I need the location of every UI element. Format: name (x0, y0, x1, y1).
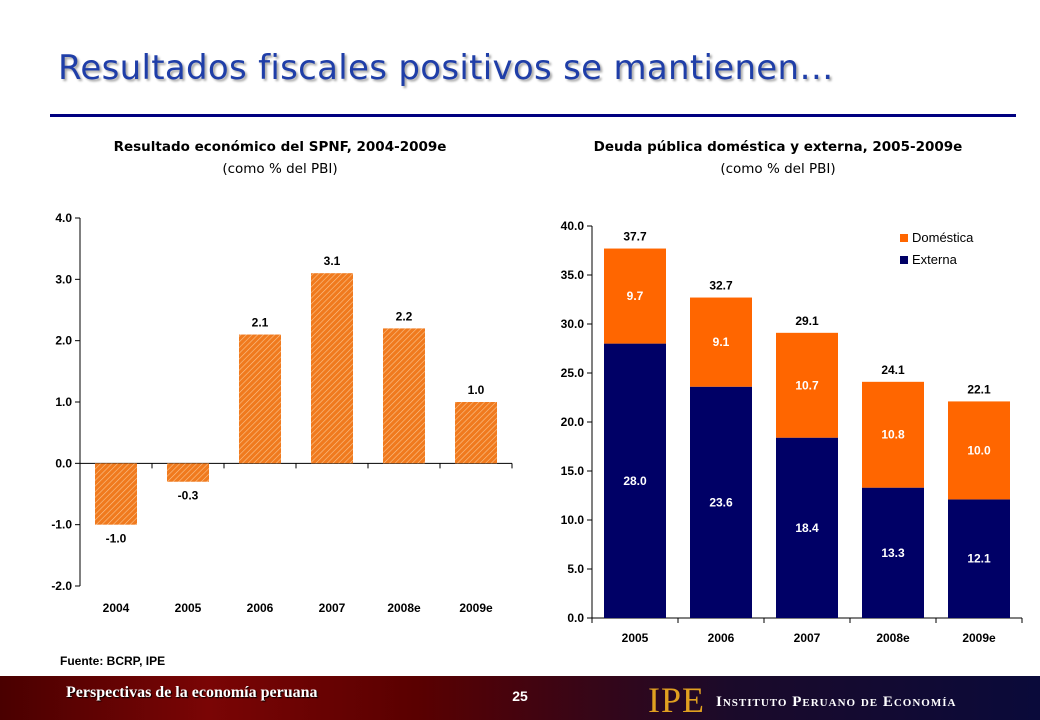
x-tick-label: 2006 (708, 631, 735, 645)
data-label-externa: 28.0 (623, 474, 647, 488)
x-tick-label: 2009e (459, 601, 493, 615)
y-tick-label: 10.0 (561, 513, 585, 527)
bar (455, 402, 497, 464)
legend-label: Externa (912, 252, 958, 267)
total-label: 37.7 (623, 230, 647, 244)
legend-swatch (900, 234, 908, 242)
right-chart-title: Deuda pública doméstica y externa, 2005-… (593, 139, 963, 155)
title-divider (50, 114, 1016, 117)
bar-externa (948, 499, 1010, 618)
bar-domestica (604, 248, 666, 344)
data-label-domestica: 10.0 (967, 443, 991, 457)
x-tick-label: 2005 (175, 601, 202, 615)
x-tick-label: 2007 (319, 601, 346, 615)
total-label: 32.7 (709, 279, 733, 293)
data-label: -1.0 (106, 532, 127, 546)
right-chart-heading: Deuda pública doméstica y externa, 2005-… (540, 136, 1016, 180)
left-chart-subtitle: (como % del PBI) (222, 161, 338, 177)
x-tick-label: 2008e (387, 601, 421, 615)
y-tick-label: 4.0 (55, 211, 72, 225)
x-tick-label: 2004 (103, 601, 130, 615)
bar-domestica (690, 297, 752, 387)
slide-title: Resultados fiscales positivos se mantien… (58, 48, 834, 88)
left-chart-heading: Resultado económico del SPNF, 2004-2009e… (60, 136, 500, 180)
bar (383, 328, 425, 464)
data-label-domestica: 9.7 (627, 289, 644, 303)
data-label-domestica: 9.1 (713, 335, 730, 349)
x-tick-label: 2005 (622, 631, 649, 645)
left-chart-title: Resultado económico del SPNF, 2004-2009e (113, 139, 447, 155)
legend-label: Doméstica (912, 230, 974, 245)
bar (95, 463, 137, 525)
organization-name: Instituto Peruano de Economía (716, 694, 957, 710)
x-tick-label: 2009e (962, 631, 996, 645)
bar-domestica (948, 401, 1010, 500)
data-label: -0.3 (178, 489, 199, 503)
fiscal-result-bar-chart: -2.0 -1.0 0.0 1.0 2.0 3.0 4.0 -1.0 2004 -0.3 2005 2… (51, 211, 513, 615)
x-tick-label: 2008e (876, 631, 910, 645)
bar-domestica (776, 332, 838, 438)
total-label: 22.1 (967, 382, 991, 396)
bar-externa (862, 487, 924, 618)
bar-externa (690, 386, 752, 618)
data-label: 2.2 (396, 309, 413, 323)
bar-externa (776, 437, 838, 618)
data-label: 1.0 (468, 383, 485, 397)
y-tick-label: 3.0 (55, 272, 72, 286)
data-label-externa: 13.3 (881, 546, 905, 560)
page-number: 25 (512, 688, 528, 704)
total-label: 29.1 (795, 314, 819, 328)
data-label: 2.1 (252, 316, 269, 330)
data-label-domestica: 10.7 (795, 378, 819, 392)
y-tick-label: 1.0 (55, 395, 72, 409)
footer-presentation-title: Perspectivas de la economía peruana (66, 684, 318, 701)
bar-domestica (862, 381, 924, 488)
data-label-externa: 12.1 (967, 552, 991, 566)
y-tick-label: -1.0 (51, 518, 72, 532)
y-tick-label: 30.0 (561, 317, 585, 331)
y-tick-label: 5.0 (567, 562, 584, 576)
y-tick-label: 0.0 (55, 456, 72, 470)
x-tick-label: 2007 (794, 631, 821, 645)
source-note: Fuente: BCRP, IPE (60, 654, 166, 668)
y-tick-label: 35.0 (561, 268, 585, 282)
right-chart-subtitle: (como % del PBI) (720, 161, 836, 177)
y-tick-label: 40.0 (561, 219, 585, 233)
footer-bar (0, 676, 1040, 720)
x-tick-label: 2006 (247, 601, 274, 615)
y-tick-label: 15.0 (561, 464, 585, 478)
data-label: 3.1 (324, 254, 341, 268)
legend-swatch (900, 256, 908, 264)
bar (311, 273, 353, 464)
data-label-externa: 18.4 (795, 521, 819, 535)
bar (239, 334, 281, 464)
total-label: 24.1 (881, 363, 905, 377)
bar (167, 463, 209, 482)
data-label-domestica: 10.8 (881, 428, 905, 442)
bar-externa (604, 343, 666, 618)
y-tick-label: 2.0 (55, 334, 72, 348)
y-tick-label: 0.0 (567, 611, 584, 625)
data-label-externa: 23.6 (709, 495, 733, 509)
public-debt-stacked-bar-chart: 0.0 5.0 10.0 15.0 20.0 25.0 30.0 35.0 40.0 28.0 9.… (561, 219, 1023, 645)
ipe-logo: IPE (648, 680, 705, 720)
y-tick-label: 20.0 (561, 415, 585, 429)
y-tick-label: 25.0 (561, 366, 585, 380)
y-tick-label: -2.0 (51, 579, 72, 593)
